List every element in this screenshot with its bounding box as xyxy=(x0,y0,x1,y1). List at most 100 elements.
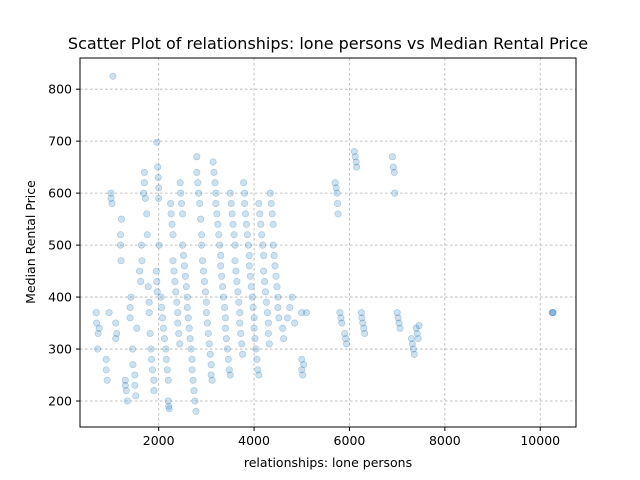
data-point xyxy=(204,329,212,337)
data-point xyxy=(230,231,238,239)
data-point xyxy=(143,231,151,239)
data-point xyxy=(274,303,282,311)
data-point xyxy=(137,277,145,285)
data-point xyxy=(221,314,229,322)
data-point xyxy=(264,329,272,337)
data-point xyxy=(145,298,153,306)
data-point xyxy=(200,267,208,275)
data-point xyxy=(188,366,196,374)
data-point xyxy=(251,335,259,343)
y-tick-label: 700 xyxy=(48,134,72,149)
data-point xyxy=(338,319,346,327)
data-point xyxy=(167,200,175,208)
data-point xyxy=(226,371,234,379)
data-point xyxy=(224,355,232,363)
data-point xyxy=(259,241,267,249)
data-point xyxy=(357,309,365,317)
data-point xyxy=(221,324,229,332)
data-point xyxy=(132,392,140,400)
y-tick-label: 300 xyxy=(48,342,72,357)
data-point xyxy=(271,262,279,270)
data-point xyxy=(342,335,350,343)
y-tick-label: 600 xyxy=(48,186,72,201)
data-point xyxy=(334,210,342,218)
data-point xyxy=(165,402,173,410)
data-point xyxy=(176,340,184,348)
data-point xyxy=(179,251,187,259)
data-point xyxy=(270,251,278,259)
data-point xyxy=(150,376,158,384)
data-point xyxy=(258,231,266,239)
data-point xyxy=(223,345,231,353)
data-point xyxy=(196,200,204,208)
data-point xyxy=(173,298,181,306)
data-point xyxy=(117,241,125,249)
data-point xyxy=(358,314,366,322)
data-point xyxy=(351,153,359,161)
data-point xyxy=(174,309,182,317)
data-point xyxy=(286,303,294,311)
data-point xyxy=(92,309,100,317)
data-point xyxy=(239,350,247,358)
data-point xyxy=(283,314,291,322)
data-point xyxy=(175,329,183,337)
data-point xyxy=(192,407,200,415)
data-point xyxy=(190,387,198,395)
data-point xyxy=(201,288,209,296)
data-point xyxy=(229,220,237,228)
data-point xyxy=(218,272,226,280)
data-point xyxy=(171,277,179,285)
data-point xyxy=(168,220,176,228)
data-point xyxy=(288,293,296,301)
data-point xyxy=(198,241,206,249)
data-point xyxy=(252,345,260,353)
data-point xyxy=(208,376,216,384)
data-point xyxy=(187,345,195,353)
data-point xyxy=(113,329,121,337)
data-point xyxy=(246,272,254,280)
data-point xyxy=(195,189,203,197)
data-point xyxy=(220,293,228,301)
data-point xyxy=(198,231,206,239)
data-point xyxy=(413,329,421,337)
y-tick-label: 200 xyxy=(48,394,72,409)
data-point xyxy=(172,288,180,296)
data-point xyxy=(202,298,210,306)
data-point xyxy=(219,283,227,291)
data-point xyxy=(332,184,340,192)
data-point xyxy=(236,309,244,317)
data-point xyxy=(183,303,191,311)
data-point xyxy=(121,381,129,389)
data-point xyxy=(141,194,149,202)
data-point xyxy=(244,241,252,249)
chart-title: Scatter Plot of relationships: lone pers… xyxy=(68,34,588,53)
data-point xyxy=(261,277,269,285)
data-point xyxy=(131,381,139,389)
data-point xyxy=(193,168,201,176)
data-point xyxy=(154,163,162,171)
data-point xyxy=(169,257,177,265)
data-point xyxy=(152,267,160,275)
data-point xyxy=(159,324,167,332)
data-point xyxy=(247,283,255,291)
data-point xyxy=(162,345,170,353)
data-point xyxy=(237,329,245,337)
data-point xyxy=(170,267,178,275)
data-point xyxy=(273,283,281,291)
data-point xyxy=(300,361,308,369)
data-point xyxy=(148,355,156,363)
data-point xyxy=(182,283,190,291)
data-point xyxy=(263,309,271,317)
data-point xyxy=(222,335,230,343)
data-point xyxy=(200,277,208,285)
data-point xyxy=(107,194,115,202)
data-point xyxy=(215,231,223,239)
data-point xyxy=(212,189,220,197)
data-point xyxy=(202,309,210,317)
data-point xyxy=(291,319,299,327)
data-point xyxy=(194,179,202,187)
data-point xyxy=(206,350,214,358)
data-point xyxy=(333,189,341,197)
data-point xyxy=(117,231,125,239)
